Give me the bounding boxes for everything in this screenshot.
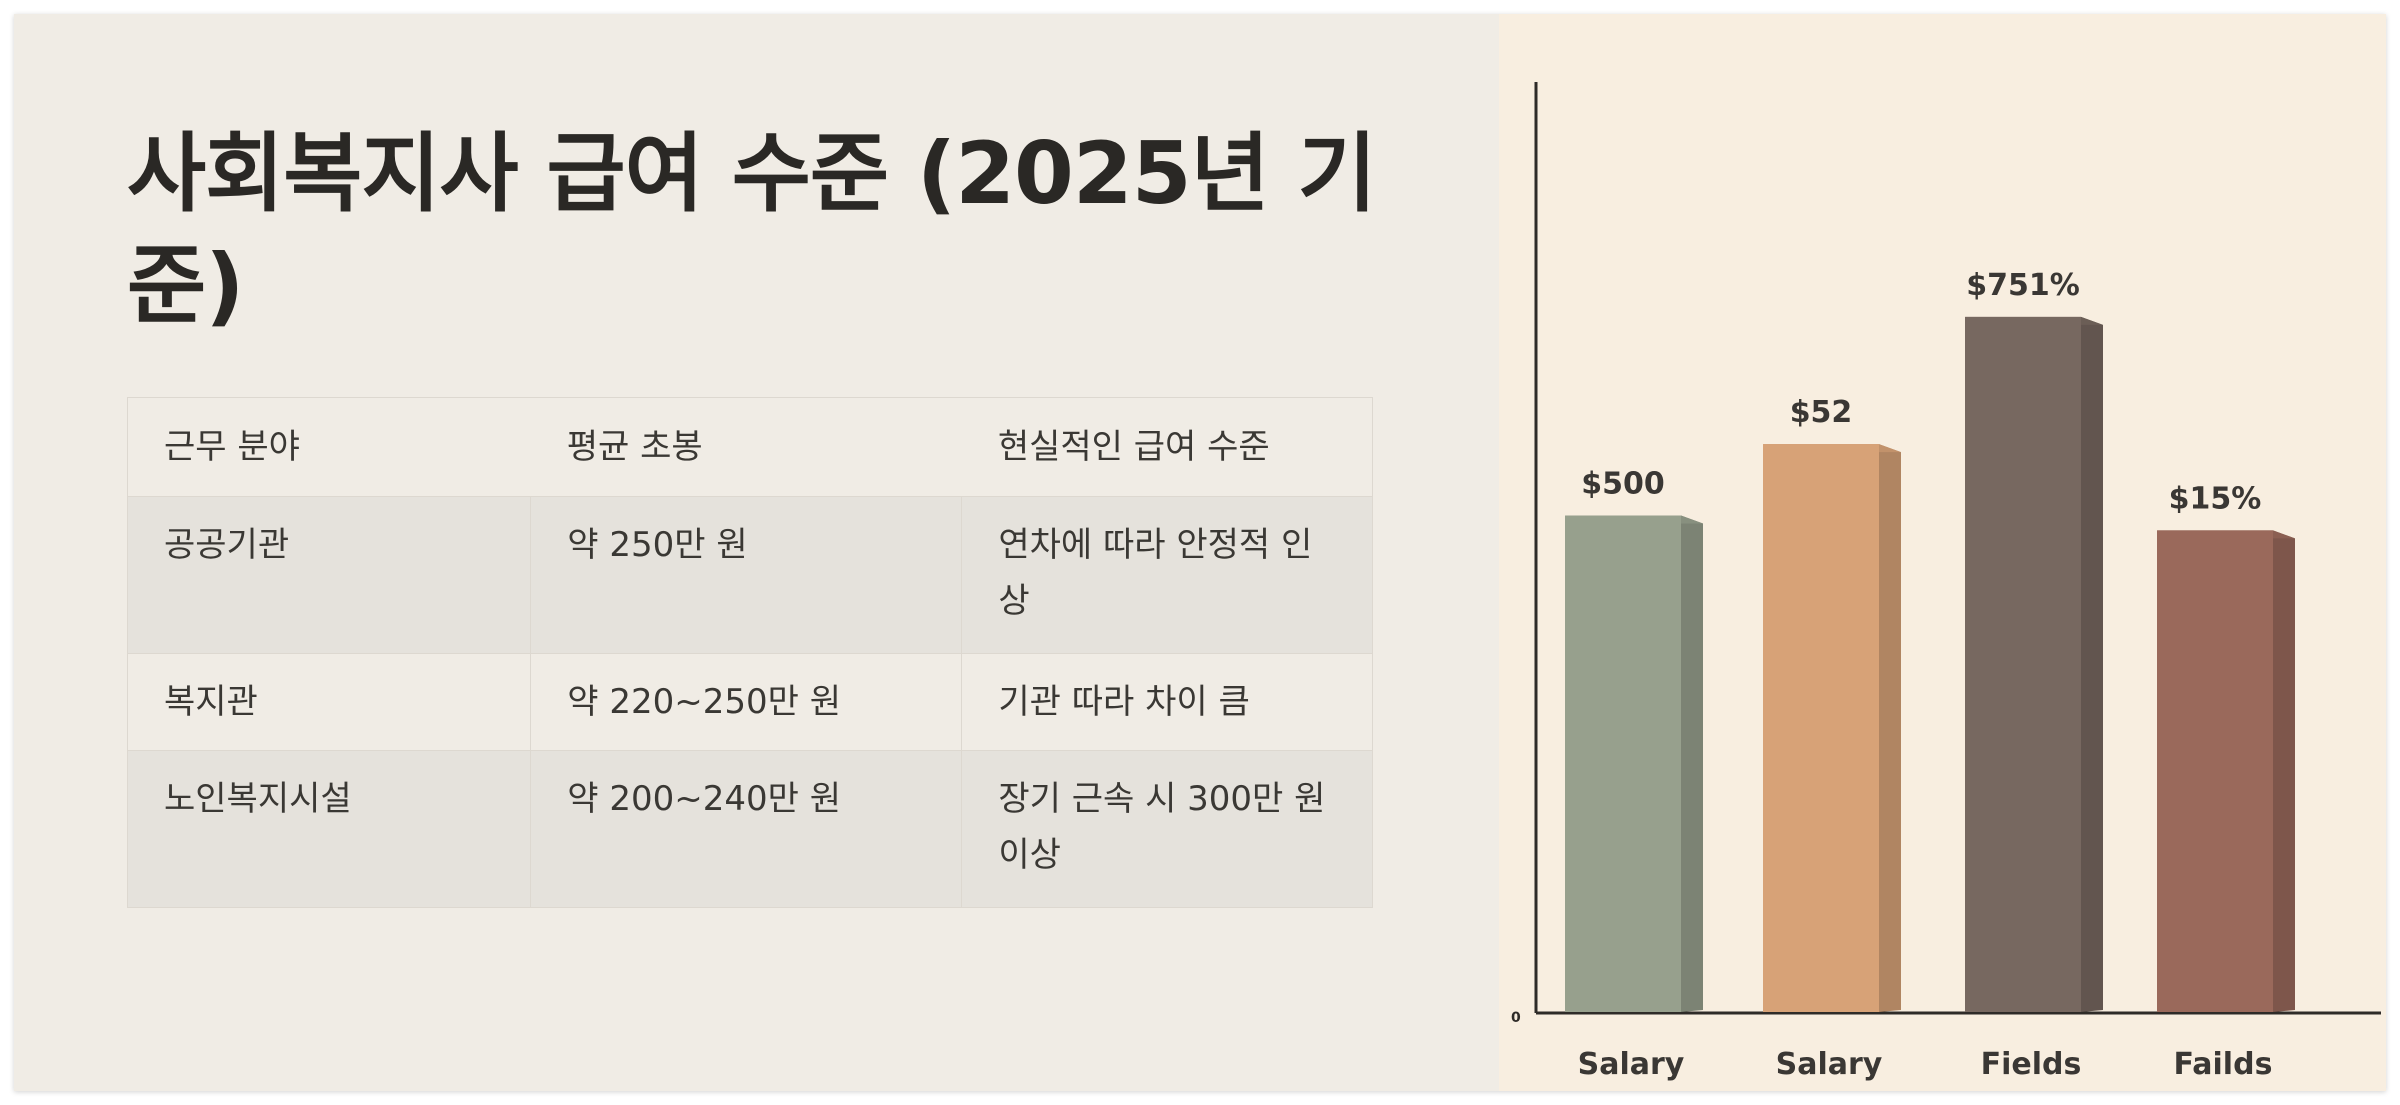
bar-side [2081,316,2103,1013]
chart-panel: 0 $500 Salary $52 Salary $751% Fields $15% Faild… [1499,14,2386,1091]
table-cell: 연차에 따라 안정적 인상 [961,496,1373,654]
x-tick-label: Failds [2174,1047,2273,1082]
slide: 사회복지사 급여 수준 (2025년 기준) 근무 분야 평균 초봉 현실적인 … [14,14,2386,1091]
x-tick-label: Fields [1981,1047,2082,1082]
data-label: $52 [1790,395,1853,430]
bar-side [2273,530,2295,1012]
bar-side [1879,444,1901,1013]
bar [1965,316,2081,1013]
table-cell: 기관 따라 차이 큼 [961,653,1373,751]
x-tick-label: Salary [1776,1047,1883,1082]
bar [1763,444,1879,1013]
bar-chart: 0 $500 Salary $52 Salary $751% Fields $15% Faild… [1511,82,2381,1082]
table-header-cell: 평균 초봉 [530,397,962,497]
table-row: 공공기관 약 250만 원 연차에 따라 안정적 인상 [126,496,1373,654]
bar-side [1681,515,1703,1012]
table-row: 복지관 약 220~250만 원 기관 따라 차이 큼 [126,653,1373,751]
page-title: 사회복지사 급여 수준 (2025년 기준) [127,124,1377,336]
salary-table: 근무 분야 평균 초봉 현실적인 급여 수준 공공기관 약 250만 원 연차에… [126,397,1373,908]
table-cell: 공공기관 [126,496,532,654]
table-cell: 노인복지시설 [126,750,532,908]
table-cell: 약 250만 원 [530,496,963,654]
table-header-row: 근무 분야 평균 초봉 현실적인 급여 수준 [127,397,1373,497]
bar [2157,530,2273,1012]
content-panel: 사회복지사 급여 수준 (2025년 기준) 근무 분야 평균 초봉 현실적인 … [14,14,1499,1091]
table-cell: 복지관 [126,653,532,751]
data-label: $15% [2169,481,2262,516]
table-row: 노인복지시설 약 200~240만 원 장기 근속 시 300만 원 이상 [126,750,1373,908]
table-header-cell: 근무 분야 [127,397,531,497]
table-cell: 장기 근속 시 300만 원 이상 [961,750,1373,908]
y-tick-label: 0 [1511,1010,1521,1026]
table-cell: 약 220~250만 원 [530,653,963,751]
table-cell: 약 200~240만 원 [530,750,963,908]
data-label: $751% [1966,268,2080,303]
x-tick-label: Salary [1578,1047,1685,1082]
bar [1565,515,1681,1012]
table-header-cell: 현실적인 급여 수준 [961,397,1373,497]
data-label: $500 [1581,467,1665,502]
